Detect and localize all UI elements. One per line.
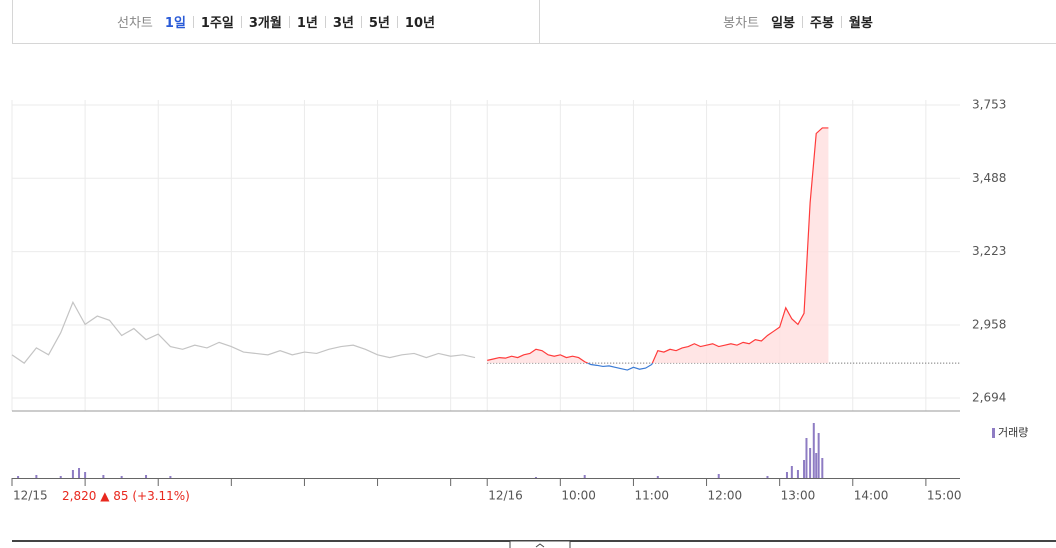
volume-bar bbox=[84, 472, 87, 478]
volume-bar bbox=[812, 423, 815, 478]
x-tick-label: 12/15 bbox=[13, 489, 48, 503]
tab-separator bbox=[360, 15, 362, 28]
period-tab[interactable]: 월봉 bbox=[848, 16, 873, 31]
legend-swatch bbox=[992, 428, 995, 438]
x-tick-label: 12:00 bbox=[708, 489, 743, 503]
volume-bar bbox=[583, 475, 586, 478]
summary-change: ▲ 85 bbox=[100, 489, 128, 503]
volume-bar bbox=[534, 477, 537, 478]
volume-bar bbox=[785, 472, 788, 478]
period-tab[interactable]: 주봉 bbox=[809, 16, 834, 31]
period-tab[interactable]: 5년 bbox=[368, 16, 390, 31]
tab-separator bbox=[240, 15, 242, 28]
y-tick-label: 3,753 bbox=[972, 97, 1006, 111]
tab-group-label: 봉차트 bbox=[723, 16, 760, 31]
y-tick-label: 2,958 bbox=[972, 317, 1006, 331]
tab-separator bbox=[801, 15, 803, 28]
period-tab[interactable]: 1주일 bbox=[200, 16, 234, 31]
volume-bar bbox=[790, 466, 793, 478]
volume-bar bbox=[145, 475, 148, 478]
period-tab[interactable]: 10년 bbox=[404, 16, 435, 31]
volume-bar bbox=[120, 476, 123, 478]
period-tab[interactable]: 일봉 bbox=[771, 16, 795, 31]
summary-percent: (+3.11%) bbox=[132, 489, 190, 503]
tab-separator bbox=[288, 15, 290, 28]
volume-bar bbox=[821, 458, 824, 478]
price-line bbox=[11, 300, 476, 364]
volume-bar bbox=[35, 475, 38, 478]
period-tab[interactable]: 1일 bbox=[164, 16, 186, 31]
volume-bar bbox=[17, 476, 20, 478]
x-tick-label: 12/16 bbox=[488, 489, 523, 503]
period-tab[interactable]: 3년 bbox=[332, 16, 354, 31]
tab-separator bbox=[192, 15, 194, 28]
volume-bar bbox=[656, 476, 659, 478]
price-summary: 2,820 ▲ 85 (+3.11%) bbox=[62, 489, 190, 503]
volume-bar bbox=[78, 468, 81, 478]
y-tick-label: 2,694 bbox=[972, 390, 1006, 404]
tab-separator bbox=[396, 15, 398, 28]
volume-bar bbox=[766, 476, 769, 478]
x-tick-label: 13:00 bbox=[781, 489, 816, 503]
volume-bar bbox=[717, 474, 720, 478]
price-area bbox=[487, 127, 829, 364]
volume-bar bbox=[796, 470, 799, 478]
summary-price: 2,820 bbox=[62, 489, 96, 503]
volume-bar bbox=[815, 453, 818, 478]
y-tick-label: 3,223 bbox=[972, 244, 1006, 258]
period-tab[interactable]: 1년 bbox=[296, 16, 318, 31]
y-tick-label: 3,488 bbox=[972, 171, 1006, 185]
volume-bar bbox=[169, 476, 172, 478]
tab-separator bbox=[324, 15, 326, 28]
x-tick-label: 11:00 bbox=[634, 489, 669, 503]
period-tab[interactable]: 3개월 bbox=[248, 16, 282, 31]
tab-separator bbox=[840, 15, 842, 28]
volume-bar bbox=[805, 438, 808, 478]
volume-bar bbox=[71, 470, 74, 478]
collapse-icon bbox=[535, 543, 545, 548]
volume-bar bbox=[809, 448, 812, 478]
volume-bar bbox=[817, 433, 820, 478]
x-tick-label: 10:00 bbox=[561, 489, 596, 503]
period-tabs: 선차트 1일 1주일 3개월 1년 3년 5년 10년 봉차트 일봉 주봉 월봉 bbox=[12, 0, 1056, 44]
tab-group-label: 선차트 bbox=[117, 16, 153, 31]
legend-label: 거래량 bbox=[998, 426, 1028, 439]
x-tick-label: 15:00 bbox=[927, 489, 962, 503]
line-chart-tabs: 선차트 1일 1주일 3개월 1년 3년 5년 10년 bbox=[13, 0, 540, 43]
candle-chart-tabs: 봉차트 일봉 주봉 월봉 bbox=[540, 0, 1056, 43]
x-tick-label: 14:00 bbox=[854, 489, 889, 503]
price-line-up bbox=[487, 127, 829, 364]
volume-bar bbox=[59, 476, 62, 478]
volume-bar bbox=[803, 460, 806, 478]
volume-bar bbox=[102, 475, 105, 478]
